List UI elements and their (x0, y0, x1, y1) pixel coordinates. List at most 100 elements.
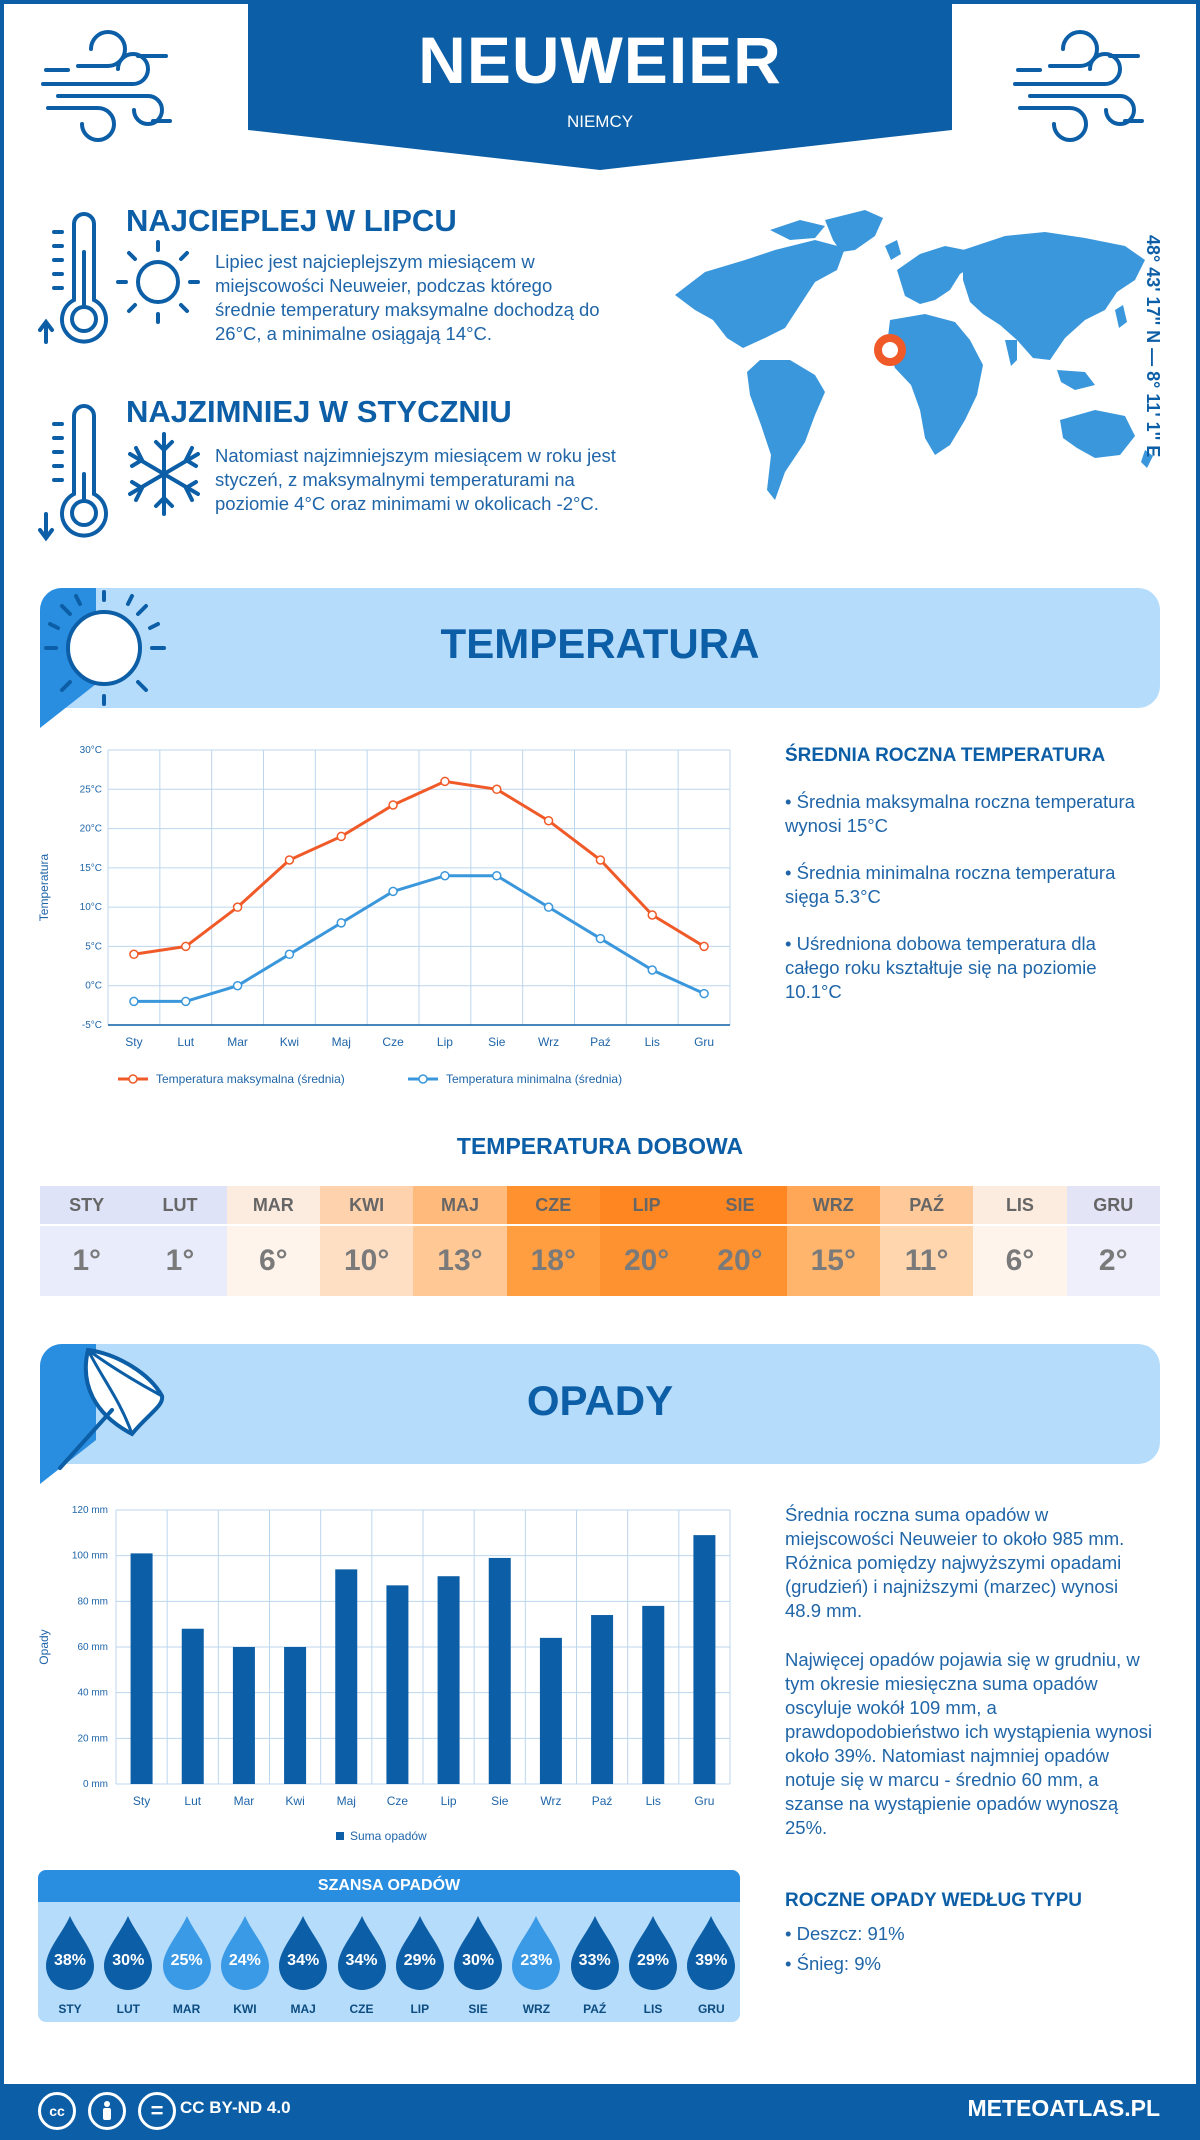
data-point (647, 910, 657, 920)
x-tick-label: Sty (133, 1794, 150, 1808)
legend-swatch (336, 1832, 344, 1840)
raindrop-icon (162, 1916, 211, 1990)
precip-bar (437, 1576, 460, 1784)
precipitation-chart: 0 mm 20 mm 40 mm 60 mm 80 mm 100 mm 120 mm Sty L… (37, 1505, 731, 1843)
rain-share: • Deszcz: 91% (785, 1923, 905, 1944)
precip-chance-month: STY (58, 2002, 82, 2016)
site-link[interactable]: METEOATLAS.PL (967, 2095, 1160, 2121)
daily-temp-value: 18° (506, 1224, 600, 1296)
daily-temp-cell: LUT 1° (133, 1186, 227, 1296)
precip-chance-month: CZE (349, 2002, 374, 2016)
data-point (543, 902, 554, 912)
x-tick-label: Mar (227, 1035, 248, 1049)
sun-icon (40, 588, 166, 728)
precip-chance-value: 34% (345, 1952, 378, 1969)
precip-chance-value: 29% (403, 1952, 436, 1969)
daily-temp-value: 2° (1066, 1224, 1160, 1296)
precip-summary-text: Średnia roczna suma opadów w miejscowośc… (785, 1504, 1125, 1621)
raindrop-shape (162, 1916, 211, 1990)
daily-temp-value: 1° (133, 1224, 227, 1296)
data-point (699, 941, 709, 952)
daily-month-label: CZE (506, 1186, 600, 1224)
data-point (492, 870, 502, 881)
data-point (595, 933, 606, 944)
precip-chance-month: GRU (697, 2002, 725, 2016)
temperature-chart: -5°C 0°C 5°C 10°C 15°C 20°C 25°C 30°C Sty Lut Mar K… (37, 745, 731, 1086)
y-tick-label: 5°C (85, 941, 102, 952)
precip-chance-month: WRZ (522, 2002, 551, 2016)
raindrop-icon (46, 1916, 94, 1990)
data-point (440, 870, 450, 881)
x-tick-label: Lip (441, 1794, 457, 1808)
daily-temp-cell: SIE 20° (693, 1186, 787, 1296)
daily-temp-value: 11° (879, 1224, 974, 1296)
precip-type-title: ROCZNE OPADY WEDŁUG TYPU (785, 1890, 1082, 1911)
raindrop-shape (454, 1916, 503, 1990)
data-point (336, 918, 346, 928)
legend-marker (128, 1074, 138, 1084)
city-name: NEUWEIER (418, 23, 782, 97)
x-tick-label: Paź (590, 1035, 611, 1049)
y-tick-label: 20 mm (77, 1733, 108, 1744)
precip-chance-month: MAR (172, 2002, 201, 2016)
y-tick-label: -5°C (82, 1020, 102, 1031)
raindrop-shape (46, 1916, 94, 1990)
x-tick-label: Lut (184, 1794, 201, 1808)
daily-temp-value: 20° (693, 1224, 787, 1296)
annual-temperature-title: ŚREDNIA ROCZNA TEMPERATURA (785, 745, 1106, 766)
daily-temp-value: 15° (786, 1224, 880, 1296)
daily-temp-cell: KWI 10° (319, 1186, 414, 1296)
daily-month-label: MAR (226, 1186, 320, 1224)
no-derivatives-icon: = (138, 2092, 176, 2130)
coldest-title: NAJZIMNIEJ W STYCZNIU (126, 394, 512, 429)
annual-avg-bullet: • Uśredniona dobowa temperatura dla całe… (785, 933, 1097, 1002)
daily-month-label: MAJ (413, 1186, 507, 1224)
data-point (232, 902, 243, 912)
raindrop-icon (687, 1916, 736, 1990)
x-tick-label: Lis (646, 1794, 661, 1808)
raindrop-shape (629, 1916, 677, 1990)
y-tick-label: 0°C (85, 981, 102, 992)
daily-month-label: STY (40, 1186, 134, 1224)
raindrop-shape (395, 1916, 444, 1990)
precip-chance-month: SIE (468, 2002, 488, 2016)
precip-chance-value: 39% (695, 1952, 728, 1969)
y-tick-label: 30°C (80, 745, 102, 756)
annual-max-bullet: • Średnia maksymalna roczna temperatura … (785, 791, 1135, 836)
cc-license-icon: cc (38, 2092, 76, 2130)
legend-label: Suma opadów (350, 1829, 427, 1843)
precip-bar (642, 1605, 665, 1784)
precip-bar (181, 1628, 204, 1784)
precip-bar (232, 1647, 255, 1784)
daily-month-label: WRZ (786, 1186, 880, 1224)
daily-temperature-title: TEMPERATURA DOBOWA (456, 1133, 744, 1159)
raindrop-shape (279, 1916, 328, 1990)
precip-chance-month: LIS (643, 2002, 663, 2016)
y-tick-label: 15°C (80, 863, 102, 874)
person-icon (103, 2101, 111, 2120)
daily-temp-cell: CZE 18° (506, 1186, 600, 1296)
daily-temp-cell: MAJ 13° (413, 1186, 507, 1296)
daily-temperature-table: STY 1° LUT 1° MAR 6° KWI 10° MAJ 13° CZE 18° LIP 20° S… (40, 1186, 1160, 1296)
y-tick-label: 10°C (80, 902, 102, 913)
x-tick-label: Lut (177, 1035, 194, 1049)
daily-month-label: LIS (973, 1186, 1067, 1224)
daily-temp-value: 1° (40, 1224, 134, 1296)
precip-title: OPADY (526, 1377, 674, 1424)
raindrop-icon (512, 1916, 561, 1990)
raindrop-shape (570, 1916, 619, 1990)
precip-chance-value: 23% (520, 1952, 553, 1969)
precip-chance-title: SZANSA OPADÓW (38, 1870, 740, 1902)
daily-month-label: LUT (133, 1186, 227, 1224)
y-tick-label: 120 mm (72, 1505, 108, 1516)
x-tick-label: Maj (337, 1794, 356, 1808)
y-tick-label: 80 mm (77, 1596, 108, 1607)
daily-month-label: PAŹ (879, 1186, 974, 1224)
data-point (699, 988, 709, 999)
y-tick-label: 60 mm (77, 1642, 108, 1653)
precip-chance-value: 38% (53, 1952, 87, 1969)
x-tick-label: Wrz (540, 1794, 561, 1808)
x-tick-label: Paź (592, 1794, 613, 1808)
series-line-max (133, 779, 705, 956)
raindrop-icon (337, 1916, 386, 1990)
